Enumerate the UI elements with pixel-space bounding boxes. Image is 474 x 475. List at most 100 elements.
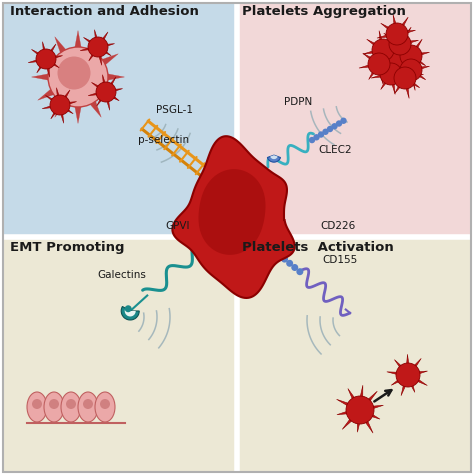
- Polygon shape: [409, 80, 419, 88]
- Text: CLEC2: CLEC2: [318, 145, 352, 155]
- Polygon shape: [43, 42, 46, 54]
- Polygon shape: [97, 95, 104, 106]
- Circle shape: [394, 67, 416, 89]
- Polygon shape: [60, 110, 64, 123]
- Polygon shape: [387, 38, 395, 49]
- Polygon shape: [384, 60, 398, 64]
- Circle shape: [57, 57, 91, 89]
- Polygon shape: [405, 40, 419, 44]
- Polygon shape: [37, 63, 44, 73]
- Circle shape: [386, 23, 408, 45]
- Text: CD155: CD155: [322, 255, 357, 265]
- Polygon shape: [375, 45, 379, 58]
- Polygon shape: [395, 82, 403, 94]
- Circle shape: [309, 137, 315, 143]
- Polygon shape: [56, 88, 60, 100]
- Text: Interaction and Adhesion: Interaction and Adhesion: [10, 5, 199, 18]
- Polygon shape: [362, 416, 373, 433]
- Polygon shape: [80, 47, 93, 51]
- Polygon shape: [42, 104, 55, 109]
- Polygon shape: [409, 380, 415, 392]
- Polygon shape: [371, 74, 385, 78]
- Polygon shape: [377, 34, 392, 38]
- Polygon shape: [86, 95, 101, 117]
- Circle shape: [83, 399, 93, 409]
- Polygon shape: [385, 33, 394, 46]
- Polygon shape: [109, 94, 119, 101]
- Wedge shape: [267, 155, 281, 162]
- Polygon shape: [31, 73, 55, 81]
- Polygon shape: [359, 64, 374, 68]
- Polygon shape: [389, 46, 401, 50]
- Polygon shape: [385, 78, 400, 82]
- Polygon shape: [395, 59, 407, 68]
- Circle shape: [96, 82, 116, 102]
- Polygon shape: [394, 360, 405, 371]
- Polygon shape: [102, 75, 106, 87]
- Circle shape: [368, 53, 390, 75]
- Circle shape: [396, 363, 420, 387]
- Polygon shape: [415, 72, 426, 80]
- Polygon shape: [363, 50, 378, 54]
- Circle shape: [331, 123, 337, 130]
- Polygon shape: [379, 69, 383, 85]
- Polygon shape: [83, 38, 94, 45]
- Text: Platelets  Activation: Platelets Activation: [242, 241, 394, 254]
- Polygon shape: [46, 95, 56, 103]
- Polygon shape: [100, 32, 108, 43]
- Circle shape: [88, 37, 108, 57]
- Circle shape: [100, 399, 110, 409]
- Ellipse shape: [44, 392, 64, 422]
- Polygon shape: [31, 49, 42, 57]
- Polygon shape: [373, 54, 381, 66]
- Circle shape: [66, 399, 76, 409]
- Polygon shape: [363, 53, 375, 62]
- Polygon shape: [401, 58, 405, 73]
- Polygon shape: [407, 51, 411, 65]
- Polygon shape: [391, 79, 395, 95]
- Polygon shape: [406, 354, 410, 369]
- Circle shape: [340, 117, 346, 124]
- Polygon shape: [400, 49, 404, 65]
- Polygon shape: [413, 53, 422, 66]
- Polygon shape: [410, 61, 415, 76]
- Polygon shape: [366, 411, 380, 419]
- Polygon shape: [98, 52, 102, 65]
- Circle shape: [286, 260, 293, 267]
- Polygon shape: [387, 372, 402, 376]
- Polygon shape: [337, 409, 353, 415]
- Polygon shape: [38, 54, 60, 69]
- Polygon shape: [380, 44, 394, 48]
- Polygon shape: [391, 70, 406, 74]
- Ellipse shape: [27, 392, 47, 422]
- Polygon shape: [173, 136, 295, 298]
- Polygon shape: [342, 414, 356, 429]
- Polygon shape: [401, 56, 413, 60]
- Polygon shape: [96, 85, 118, 100]
- Circle shape: [384, 49, 406, 71]
- Polygon shape: [391, 41, 395, 55]
- Polygon shape: [393, 15, 397, 28]
- Polygon shape: [413, 39, 422, 52]
- Text: Galectins: Galectins: [98, 270, 146, 280]
- Text: EMT Promoting: EMT Promoting: [10, 241, 125, 254]
- Polygon shape: [384, 33, 396, 42]
- Bar: [3, 3, 236, 237]
- Bar: [238, 239, 471, 472]
- Circle shape: [32, 399, 42, 409]
- Circle shape: [372, 39, 394, 61]
- Polygon shape: [94, 30, 98, 42]
- Polygon shape: [38, 85, 60, 100]
- Polygon shape: [111, 89, 123, 92]
- Polygon shape: [401, 36, 412, 44]
- Polygon shape: [364, 391, 377, 406]
- Polygon shape: [415, 58, 426, 66]
- Polygon shape: [405, 84, 409, 98]
- Circle shape: [49, 399, 59, 409]
- Polygon shape: [96, 54, 118, 69]
- Circle shape: [380, 63, 402, 85]
- Polygon shape: [357, 417, 361, 432]
- Polygon shape: [51, 109, 58, 119]
- Polygon shape: [395, 76, 406, 84]
- Polygon shape: [367, 39, 379, 48]
